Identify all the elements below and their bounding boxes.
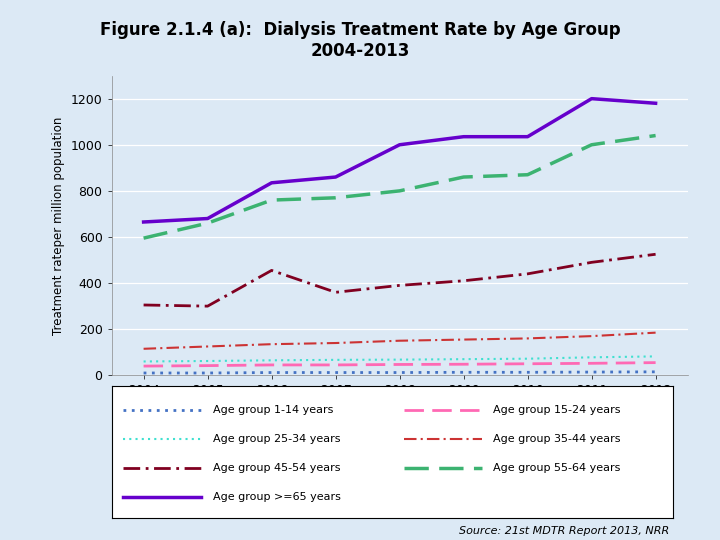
Text: Figure 2.1.4 (a):  Dialysis Treatment Rate by Age Group: Figure 2.1.4 (a): Dialysis Treatment Rat… — [99, 21, 621, 39]
Text: Age group 45-54 years: Age group 45-54 years — [212, 463, 340, 473]
Text: 2004-2013: 2004-2013 — [310, 42, 410, 60]
Text: Age group 55-64 years: Age group 55-64 years — [493, 463, 621, 473]
Text: Age group 15-24 years: Age group 15-24 years — [493, 405, 621, 415]
Text: Age group >=65 years: Age group >=65 years — [212, 492, 341, 502]
X-axis label: year: year — [386, 402, 413, 415]
Text: Source: 21st MDTR Report 2013, NRR: Source: 21st MDTR Report 2013, NRR — [459, 525, 670, 536]
Text: Age group 35-44 years: Age group 35-44 years — [493, 434, 621, 444]
Text: Age group 1-14 years: Age group 1-14 years — [212, 405, 333, 415]
Text: Age group 25-34 years: Age group 25-34 years — [212, 434, 340, 444]
Y-axis label: Treatment rateper million population: Treatment rateper million population — [52, 116, 65, 335]
